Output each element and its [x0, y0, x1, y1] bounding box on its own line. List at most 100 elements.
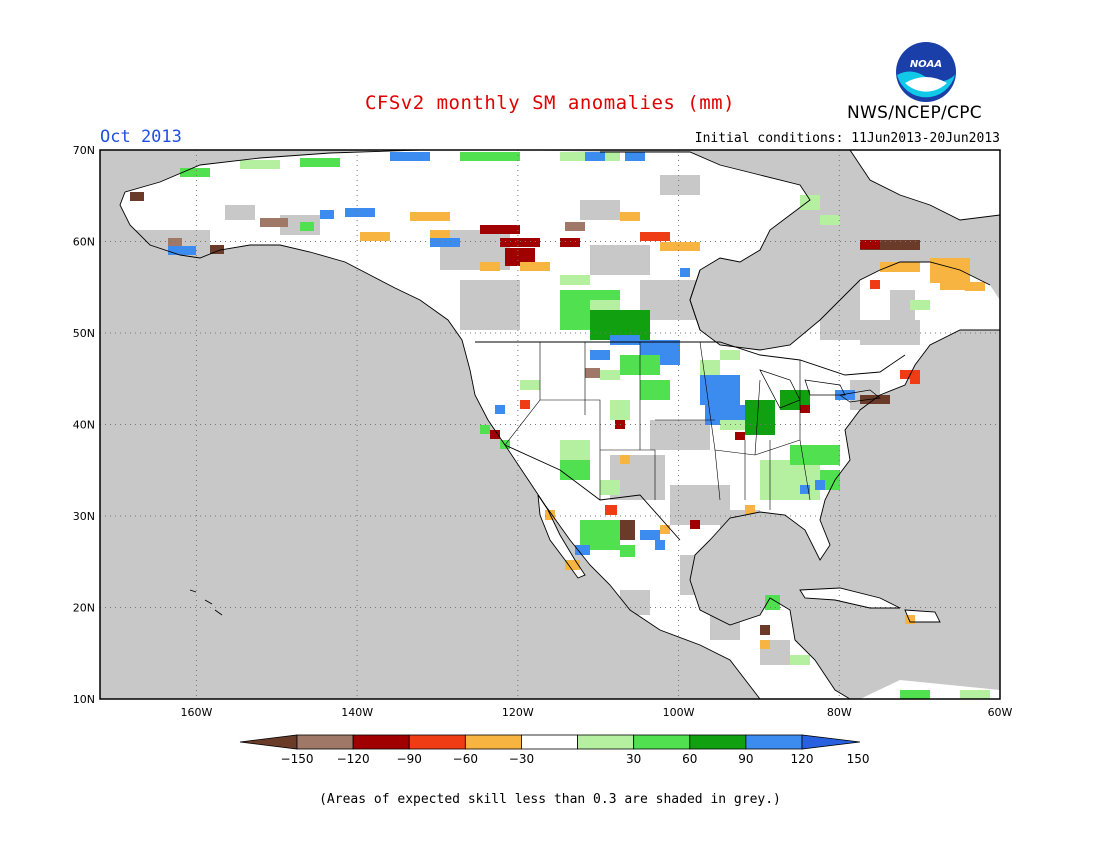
colorbar-box: [521, 734, 578, 750]
anomaly-cell: [820, 215, 840, 225]
anomaly-cell: [600, 480, 620, 495]
anomaly-cell: [495, 405, 505, 414]
anomaly-cell: [480, 425, 490, 434]
anomaly-cell: [605, 505, 617, 515]
colorbar-box: [408, 734, 466, 750]
anomaly-cell: [860, 395, 890, 404]
anomaly-cell: [905, 615, 915, 624]
colorbar-label: 120: [791, 752, 814, 766]
hispaniola-coast: [904, 609, 941, 623]
noaa-logo-icon: NOAA: [896, 42, 956, 102]
anomaly-cell: [660, 525, 670, 534]
anomaly-cell: [800, 195, 820, 210]
anomaly-cell: [790, 445, 840, 465]
anomaly-cell: [680, 268, 690, 277]
anomaly-cell: [800, 485, 810, 494]
anomaly-cell: [625, 152, 645, 161]
anomaly-cell: [585, 368, 600, 378]
anomaly-cell: [480, 262, 500, 271]
anomaly-cell: [690, 520, 700, 529]
anomaly-cell: [960, 690, 990, 699]
anomaly-cell: [460, 152, 520, 161]
anomaly-cell: [620, 212, 640, 221]
anomaly-cell: [130, 192, 144, 201]
anomaly-cell: [610, 335, 640, 345]
anomaly-cell: [560, 460, 590, 480]
colorbar-label: 90: [738, 752, 753, 766]
anomaly-cell: [590, 300, 620, 310]
anomaly-cell: [168, 238, 182, 247]
anomaly-cell: [505, 248, 535, 266]
lat-label: 60N: [73, 236, 95, 249]
colorbar-box: [745, 734, 803, 750]
anomaly-cell: [575, 545, 590, 555]
anomaly-cell: [480, 225, 520, 234]
anomaly-cell: [490, 430, 500, 439]
colorbar-label: −90: [397, 752, 422, 766]
anomaly-cell: [745, 505, 755, 514]
anomaly-cell: [700, 360, 720, 375]
greenland-edge: [850, 150, 1000, 220]
anomaly-cell: [760, 460, 820, 500]
colorbar-box: [352, 734, 410, 750]
anomaly-cell: [565, 222, 585, 231]
anomaly-cell: [320, 210, 334, 219]
colorbar-box: [633, 734, 691, 750]
longitude-labels: 160W 140W 120W 100W 80W 60W: [180, 706, 1012, 719]
anomaly-cell: [600, 370, 620, 380]
hawaii-islands: [189, 589, 223, 616]
colorbar-box: [689, 734, 747, 750]
lon-label: 120W: [502, 706, 534, 719]
anomaly-cell: [720, 350, 740, 360]
chart-title: CFSv2 monthly SM anomalies (mm): [364, 92, 736, 114]
hudson-bay: [689, 269, 701, 331]
logo-text: NOAA: [910, 59, 942, 70]
anomaly-cell: [560, 440, 590, 460]
colorbar-box: [464, 734, 522, 750]
anomaly-cell: [620, 520, 635, 540]
anomaly-cell: [965, 282, 985, 291]
lon-label: 60W: [988, 706, 1013, 719]
forecast-month: Oct 2013: [100, 127, 182, 147]
anomaly-cell: [345, 208, 375, 217]
lon-label: 80W: [827, 706, 852, 719]
cuba-coast: [799, 587, 901, 609]
map-frame: [99, 149, 1001, 700]
cuba: [800, 588, 900, 608]
colorbar-label: −150: [281, 752, 314, 766]
lat-label: 50N: [73, 327, 95, 340]
anomaly-cell: [560, 238, 580, 247]
anomaly-cell: [640, 530, 660, 540]
anomaly-cell: [720, 420, 745, 430]
anomaly-cell: [168, 246, 196, 255]
great-lakes: [759, 369, 881, 409]
anomaly-cell: [520, 400, 530, 409]
lat-label: 10N: [73, 693, 95, 706]
anomaly-cell: [870, 280, 880, 289]
anomaly-cell: [210, 245, 224, 254]
footnote: (Areas of expected skill less than 0.3 a…: [319, 792, 781, 807]
latitude-labels: 70N 60N 50N 40N 30N 20N 10N: [73, 144, 95, 706]
greenland-coast: [849, 150, 1000, 221]
anomaly-cell: [410, 212, 450, 221]
anomaly-cell: [390, 152, 430, 161]
lat-label: 20N: [73, 602, 95, 615]
anomaly-cell: [180, 168, 210, 177]
anomaly-cell: [565, 560, 580, 570]
graticule: [100, 150, 1000, 699]
colorbar-label: 60: [682, 752, 697, 766]
colorbar: −150 −120 −90 −60 −30 30 60 90 120 150: [239, 734, 870, 766]
colorbar-label: −60: [453, 752, 478, 766]
initial-conditions: Initial conditions: 11Jun2013-20Jun2013: [694, 131, 1000, 146]
anomaly-cell: [660, 242, 700, 251]
colorbar-label: 30: [626, 752, 641, 766]
anomaly-cell: [585, 152, 605, 161]
state-lines: [504, 341, 811, 510]
anomaly-cell: [430, 230, 450, 239]
anomaly-cell: [560, 275, 590, 285]
anomaly-cell: [260, 218, 288, 227]
anomaly-cell: [790, 655, 810, 665]
boundaries: [119, 150, 1000, 699]
colorbar-low-arrow: [239, 734, 298, 750]
colorbar-label: 150: [847, 752, 870, 766]
